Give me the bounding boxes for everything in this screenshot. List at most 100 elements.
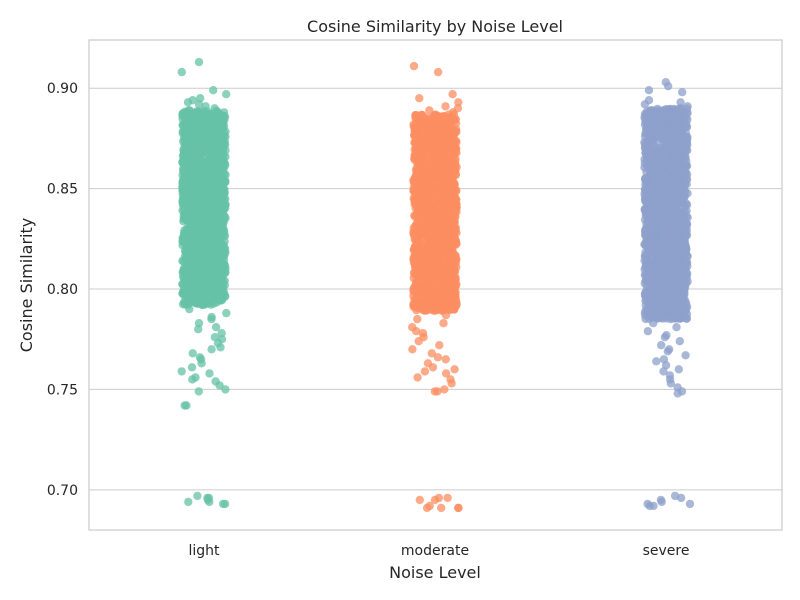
data-point-light — [216, 343, 225, 352]
data-point-severe — [685, 499, 695, 509]
data-point-severe — [683, 102, 692, 111]
data-point-moderate — [434, 304, 443, 313]
data-point-severe — [668, 233, 677, 242]
data-point-light — [178, 182, 187, 192]
data-point-severe — [651, 205, 660, 214]
data-point-light — [206, 300, 216, 309]
data-point-severe — [681, 247, 691, 257]
data-point-light — [188, 349, 197, 358]
data-point-severe — [641, 174, 650, 183]
data-point-severe — [641, 206, 650, 216]
data-point-moderate — [447, 379, 456, 388]
data-point-light — [218, 290, 227, 299]
data-point-light — [193, 160, 202, 170]
data-point-severe — [644, 86, 654, 95]
data-point-severe — [678, 284, 688, 293]
data-point-severe — [653, 196, 662, 206]
data-point-light — [188, 375, 197, 384]
data-point-light — [187, 221, 197, 231]
data-point-moderate — [447, 185, 456, 194]
data-point-light — [194, 325, 203, 334]
data-point-severe — [644, 306, 654, 315]
y-axis-label: Cosine Similarity — [17, 218, 36, 352]
data-point-severe — [657, 497, 666, 507]
data-point-moderate — [426, 114, 435, 123]
data-point-severe — [675, 337, 684, 346]
data-point-severe — [663, 347, 672, 356]
x-tick-label-severe: severe — [643, 543, 690, 559]
data-point-moderate — [425, 106, 434, 115]
data-point-moderate — [446, 131, 455, 140]
data-point-severe — [677, 150, 686, 159]
data-point-light — [216, 134, 226, 143]
data-point-light — [185, 260, 195, 269]
data-point-moderate — [412, 168, 421, 177]
data-point-light — [216, 184, 225, 193]
data-point-severe — [660, 230, 669, 240]
data-point-moderate — [416, 183, 425, 192]
data-point-moderate — [437, 177, 447, 186]
data-point-severe — [665, 297, 674, 306]
data-point-moderate — [418, 271, 428, 280]
data-point-light — [199, 240, 208, 249]
data-point-moderate — [454, 503, 463, 513]
data-point-severe — [656, 299, 666, 308]
x-tick-label-light: light — [188, 543, 220, 559]
data-point-light — [184, 239, 193, 248]
data-point-severe — [645, 157, 654, 167]
data-point-moderate — [420, 203, 429, 212]
data-point-severe — [681, 351, 690, 360]
data-point-severe — [673, 219, 682, 228]
data-point-light — [210, 124, 219, 133]
data-point-severe — [643, 219, 653, 228]
data-point-moderate — [449, 241, 459, 250]
data-point-light — [222, 90, 231, 99]
data-point-light — [221, 176, 230, 185]
y-tick-label: 0.75 — [47, 382, 78, 398]
data-point-light — [185, 149, 194, 159]
data-point-light — [178, 157, 187, 167]
chart-title: Cosine Similarity by Noise Level — [307, 17, 563, 36]
data-point-severe — [640, 120, 650, 129]
data-point-severe — [660, 333, 670, 342]
y-tick-label: 0.90 — [47, 81, 78, 97]
data-point-moderate — [430, 387, 440, 396]
data-point-moderate — [419, 240, 428, 249]
data-point-severe — [670, 271, 680, 281]
data-point-light — [200, 147, 209, 156]
data-point-moderate — [441, 102, 450, 111]
data-point-moderate — [441, 234, 451, 243]
data-point-light — [197, 359, 206, 368]
data-point-moderate — [415, 495, 424, 505]
data-point-severe — [676, 493, 686, 503]
data-point-moderate — [412, 154, 421, 163]
data-point-severe — [667, 262, 676, 272]
data-point-moderate — [425, 266, 434, 275]
data-point-severe — [652, 357, 661, 366]
data-point-moderate — [448, 108, 458, 117]
data-point-light — [185, 192, 194, 201]
data-point-light — [195, 196, 204, 205]
data-point-moderate — [414, 303, 423, 313]
data-point-severe — [655, 141, 664, 150]
data-point-severe — [668, 314, 677, 323]
data-point-light — [177, 67, 186, 77]
data-point-severe — [644, 275, 653, 284]
data-point-light — [212, 254, 221, 263]
data-point-severe — [645, 181, 654, 191]
data-point-severe — [674, 199, 683, 208]
data-point-light — [185, 304, 194, 314]
data-point-light — [218, 499, 228, 509]
data-point-severe — [656, 168, 665, 178]
data-point-light — [190, 292, 199, 301]
data-point-severe — [640, 100, 650, 109]
data-point-moderate — [409, 61, 419, 71]
data-point-light — [204, 288, 213, 298]
data-point-moderate — [448, 90, 457, 99]
data-point-moderate — [413, 314, 422, 324]
data-point-moderate — [439, 283, 448, 292]
data-point-moderate — [415, 94, 424, 103]
data-point-light — [187, 363, 197, 372]
data-point-light — [222, 308, 231, 318]
data-point-moderate — [429, 162, 439, 171]
